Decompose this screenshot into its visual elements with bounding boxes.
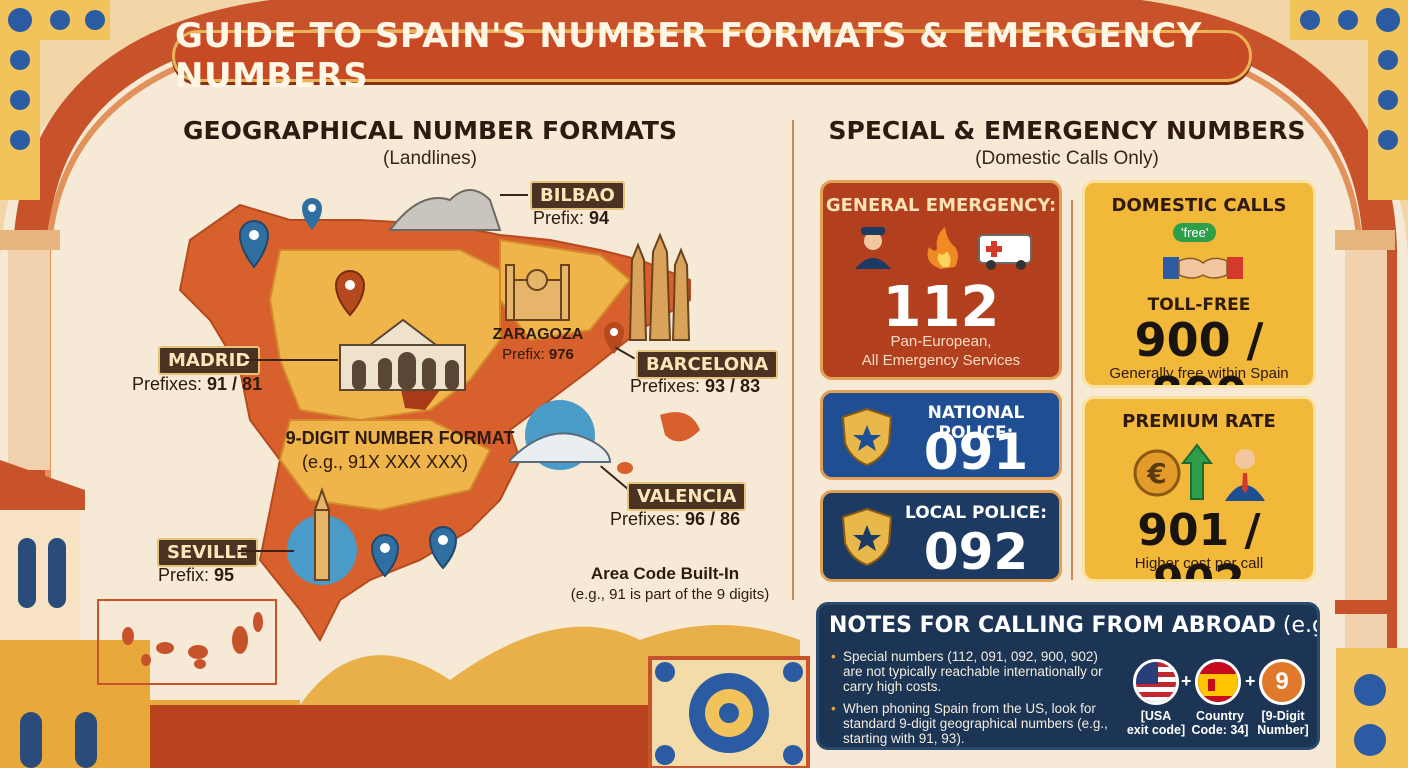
- valencia-landmark: [509, 400, 612, 470]
- city-tag-valencia: VALENCIA: [627, 482, 747, 511]
- city-prefix-barcelona: Prefixes: 93 / 83: [630, 376, 761, 396]
- fire-icon: [927, 227, 958, 269]
- nine-digit-caption: [9-Digit Number]: [1257, 709, 1309, 737]
- toll-free-number: 900 / 800: [1134, 313, 1264, 385]
- up-arrow-icon: [1180, 443, 1214, 500]
- national-police-label: NATIONAL POLICE:: [927, 403, 1025, 443]
- page-title: GUIDE TO SPAIN'S NUMBER FORMATS & EMERGE…: [175, 16, 1202, 96]
- map-pins: [238, 198, 624, 578]
- toll-free-label: TOLL-FREE: [1147, 295, 1251, 315]
- businessman-icon: [1225, 449, 1265, 501]
- seville-leader: [238, 550, 294, 552]
- general-emergency-card: GENERAL EMERGENCY: 112 Pan-European, All…: [820, 180, 1062, 380]
- section-divider: [792, 120, 794, 600]
- general-emergency-note-1: Pan-European,: [890, 333, 992, 350]
- geo-subheading: (Landlines): [383, 148, 477, 169]
- premium-rate-note: Higher cost per call: [1134, 555, 1264, 572]
- abroad-notes-card: NOTES FOR CALLING FROM ABROAD (e.g., US)…: [816, 602, 1320, 750]
- domestic-calls-label: DOMESTIC CALLS: [1111, 195, 1287, 216]
- city-prefix-zaragoza: Prefix: 976: [502, 346, 574, 363]
- premium-cost-icons: €: [1133, 443, 1265, 501]
- bilbao-leader: [500, 194, 528, 196]
- geo-heading: GEOGRAPHICAL NUMBER FORMATS: [183, 116, 677, 145]
- local-police-label: LOCAL POLICE:: [904, 503, 1048, 523]
- police-badge-icon: [841, 507, 893, 567]
- seville-landmark: [287, 486, 357, 585]
- city-tag-barcelona: BARCELONA: [636, 350, 779, 379]
- free-bubble: 'free': [1173, 223, 1217, 242]
- handshake-icon: [1163, 257, 1243, 279]
- general-emergency-note-2: All Emergency Services: [861, 352, 1021, 369]
- police-officer-icon: [855, 227, 891, 269]
- barcelona-landmark: [628, 232, 691, 341]
- premium-rate-card: PREMIUM RATE € 901 / 902 Higher cost per…: [1082, 396, 1316, 582]
- city-tag-zaragoza: ZARAGOZA: [492, 326, 584, 343]
- nine-digit-icon: 9: [1259, 659, 1305, 705]
- premium-rate-label: PREMIUM RATE: [1122, 411, 1276, 432]
- corner-tiles-left: [0, 0, 110, 200]
- emergency-services-icons: [855, 227, 1032, 270]
- format-title: 9-DIGIT NUMBER FORMAT: [285, 428, 515, 448]
- national-police-number: 091: [923, 423, 1029, 480]
- card-divider: [1071, 200, 1073, 580]
- local-police-card: LOCAL POLICE: 092: [820, 490, 1062, 582]
- domestic-calls-card: DOMESTIC CALLS 'free' TOLL-FREE 900 / 80…: [1082, 180, 1316, 388]
- police-badge-icon: [841, 407, 893, 467]
- ambulance-icon: [978, 234, 1032, 270]
- svg-text:€: €: [1146, 457, 1166, 490]
- plus-sign: +: [1181, 671, 1192, 691]
- list-item: When phoning Spain from the US, look for…: [829, 701, 1119, 746]
- special-subheading: (Domestic Calls Only): [975, 148, 1159, 169]
- format-example: (e.g., 91X XXX XXX): [301, 452, 469, 472]
- list-item: Special numbers (112, 091, 092, 900, 902…: [829, 649, 1119, 694]
- premium-rate-number: 901 / 902: [1137, 505, 1261, 582]
- national-police-card: NATIONAL POLICE: 091: [820, 390, 1062, 480]
- local-police-number: 092: [923, 523, 1029, 581]
- madrid-leader: [243, 359, 338, 361]
- usa-exit-caption: [USA exit code]: [1126, 709, 1186, 737]
- spain-flag-icon: [1195, 659, 1241, 705]
- zaragoza-landmark: [505, 264, 570, 321]
- corner-tiles-right: [1290, 0, 1408, 200]
- usa-flag-icon: [1133, 659, 1179, 705]
- city-prefix-valencia: Prefixes: 96 / 86: [610, 509, 741, 529]
- city-tag-seville: SEVILLE: [157, 538, 259, 567]
- area-code-note: (e.g., 91 is part of the 9 digits): [570, 586, 770, 603]
- toll-free-note: Generally free within Spain: [1109, 365, 1289, 382]
- country-code-caption: Country Code: 34]: [1191, 709, 1249, 737]
- madrid-landmark: [339, 318, 466, 391]
- general-emergency-label: GENERAL EMERGENCY:: [825, 195, 1057, 216]
- city-prefix-bilbao: Prefix: 94: [533, 208, 610, 228]
- general-emergency-number: 112: [882, 275, 1000, 340]
- tile-panel: [648, 656, 810, 768]
- city-prefix-seville: Prefix: 95: [158, 565, 235, 585]
- city-tag-bilbao: BILBAO: [530, 181, 625, 210]
- plus-sign: +: [1245, 671, 1256, 691]
- area-code-title: Area Code Built-In: [590, 564, 740, 583]
- bilbao-landmark: [387, 189, 502, 231]
- abroad-notes-title: NOTES FOR CALLING FROM ABROAD (e.g., US): [829, 613, 1317, 638]
- title-banner: GUIDE TO SPAIN'S NUMBER FORMATS & EMERGE…: [172, 16, 1252, 96]
- spain-map: [178, 189, 700, 642]
- city-prefix-madrid: Prefixes: 91 / 81: [132, 374, 263, 394]
- euro-coin-icon: €: [1133, 449, 1181, 497]
- special-heading: SPECIAL & EMERGENCY NUMBERS: [828, 116, 1306, 145]
- abroad-notes-list: Special numbers (112, 091, 092, 900, 902…: [829, 649, 1119, 747]
